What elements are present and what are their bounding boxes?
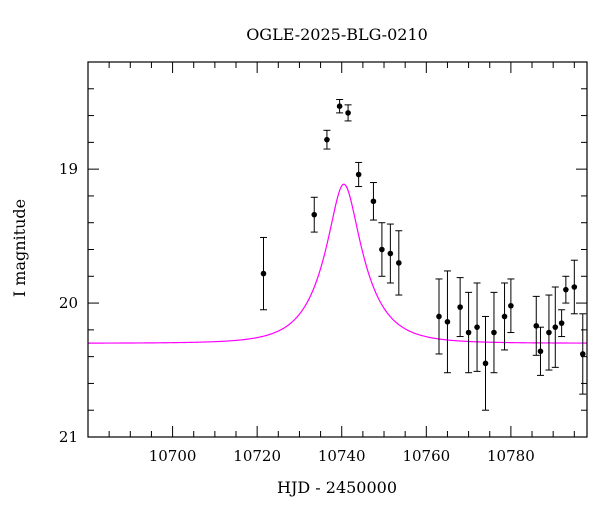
point-marker bbox=[537, 348, 544, 355]
x-tick-label: 10760 bbox=[402, 447, 450, 465]
point-marker bbox=[563, 286, 569, 293]
data-point bbox=[369, 182, 377, 221]
y-tick-label: 21 bbox=[59, 428, 78, 446]
point-marker bbox=[436, 313, 442, 320]
plot-frame bbox=[87, 61, 588, 438]
point-marker bbox=[370, 198, 377, 205]
y-tick-labels: 19 20 21 bbox=[59, 160, 78, 446]
axis-ticks bbox=[87, 61, 587, 438]
point-marker bbox=[260, 270, 267, 277]
point-marker bbox=[552, 324, 559, 330]
data-point bbox=[344, 104, 352, 122]
data-point bbox=[532, 295, 540, 356]
data-point bbox=[259, 236, 267, 311]
point-marker bbox=[482, 360, 489, 367]
x-tick-label: 10780 bbox=[487, 447, 535, 465]
point-marker bbox=[444, 319, 451, 325]
data-point bbox=[507, 278, 515, 334]
data-point bbox=[482, 315, 490, 411]
data-point bbox=[536, 326, 544, 376]
point-marker bbox=[571, 284, 578, 290]
data-point bbox=[310, 196, 318, 233]
data-point bbox=[456, 277, 464, 338]
data-point bbox=[562, 275, 570, 304]
point-marker bbox=[387, 250, 394, 257]
point-marker bbox=[501, 313, 508, 320]
point-marker bbox=[345, 110, 351, 116]
y-axis-label: I magnitude bbox=[10, 199, 29, 297]
point-marker bbox=[558, 320, 565, 326]
data-point bbox=[435, 278, 443, 355]
point-marker bbox=[546, 329, 552, 336]
point-marker bbox=[396, 260, 402, 266]
data-point bbox=[501, 282, 509, 351]
x-tick-label: 10740 bbox=[318, 447, 366, 465]
plot-area bbox=[87, 61, 588, 438]
point-marker bbox=[355, 171, 362, 178]
point-marker bbox=[336, 103, 343, 109]
data-point bbox=[473, 282, 481, 372]
point-marker bbox=[379, 246, 385, 253]
data-point bbox=[558, 309, 566, 338]
point-marker bbox=[474, 324, 480, 330]
data-points bbox=[259, 99, 587, 411]
x-axis-label: HJD - 2450000 bbox=[277, 478, 397, 497]
data-point bbox=[579, 313, 587, 395]
data-point bbox=[378, 222, 386, 277]
point-marker bbox=[491, 329, 497, 336]
model-curve bbox=[88, 183, 587, 344]
data-point bbox=[545, 294, 553, 371]
point-marker bbox=[533, 323, 540, 329]
data-point bbox=[465, 291, 473, 374]
point-marker bbox=[579, 351, 586, 357]
data-point bbox=[336, 99, 344, 114]
y-tick-label: 20 bbox=[59, 294, 78, 312]
point-marker bbox=[508, 302, 514, 309]
x-tick-labels: 10700 10720 10740 10760 10780 bbox=[149, 447, 535, 465]
x-tick-label: 10720 bbox=[233, 447, 281, 465]
data-point bbox=[490, 291, 498, 374]
data-point bbox=[551, 286, 559, 368]
point-marker bbox=[465, 329, 472, 336]
data-point bbox=[395, 230, 403, 296]
chart-title: OGLE-2025-BLG-0210 bbox=[246, 25, 428, 44]
point-marker bbox=[324, 136, 330, 143]
y-tick-label: 19 bbox=[59, 160, 78, 178]
data-point bbox=[386, 223, 394, 284]
x-tick-label: 10700 bbox=[149, 447, 197, 465]
point-marker bbox=[457, 304, 463, 310]
data-point bbox=[570, 259, 578, 315]
point-marker bbox=[311, 211, 318, 218]
data-point bbox=[323, 129, 331, 150]
data-point bbox=[355, 161, 363, 188]
data-point bbox=[443, 270, 451, 374]
